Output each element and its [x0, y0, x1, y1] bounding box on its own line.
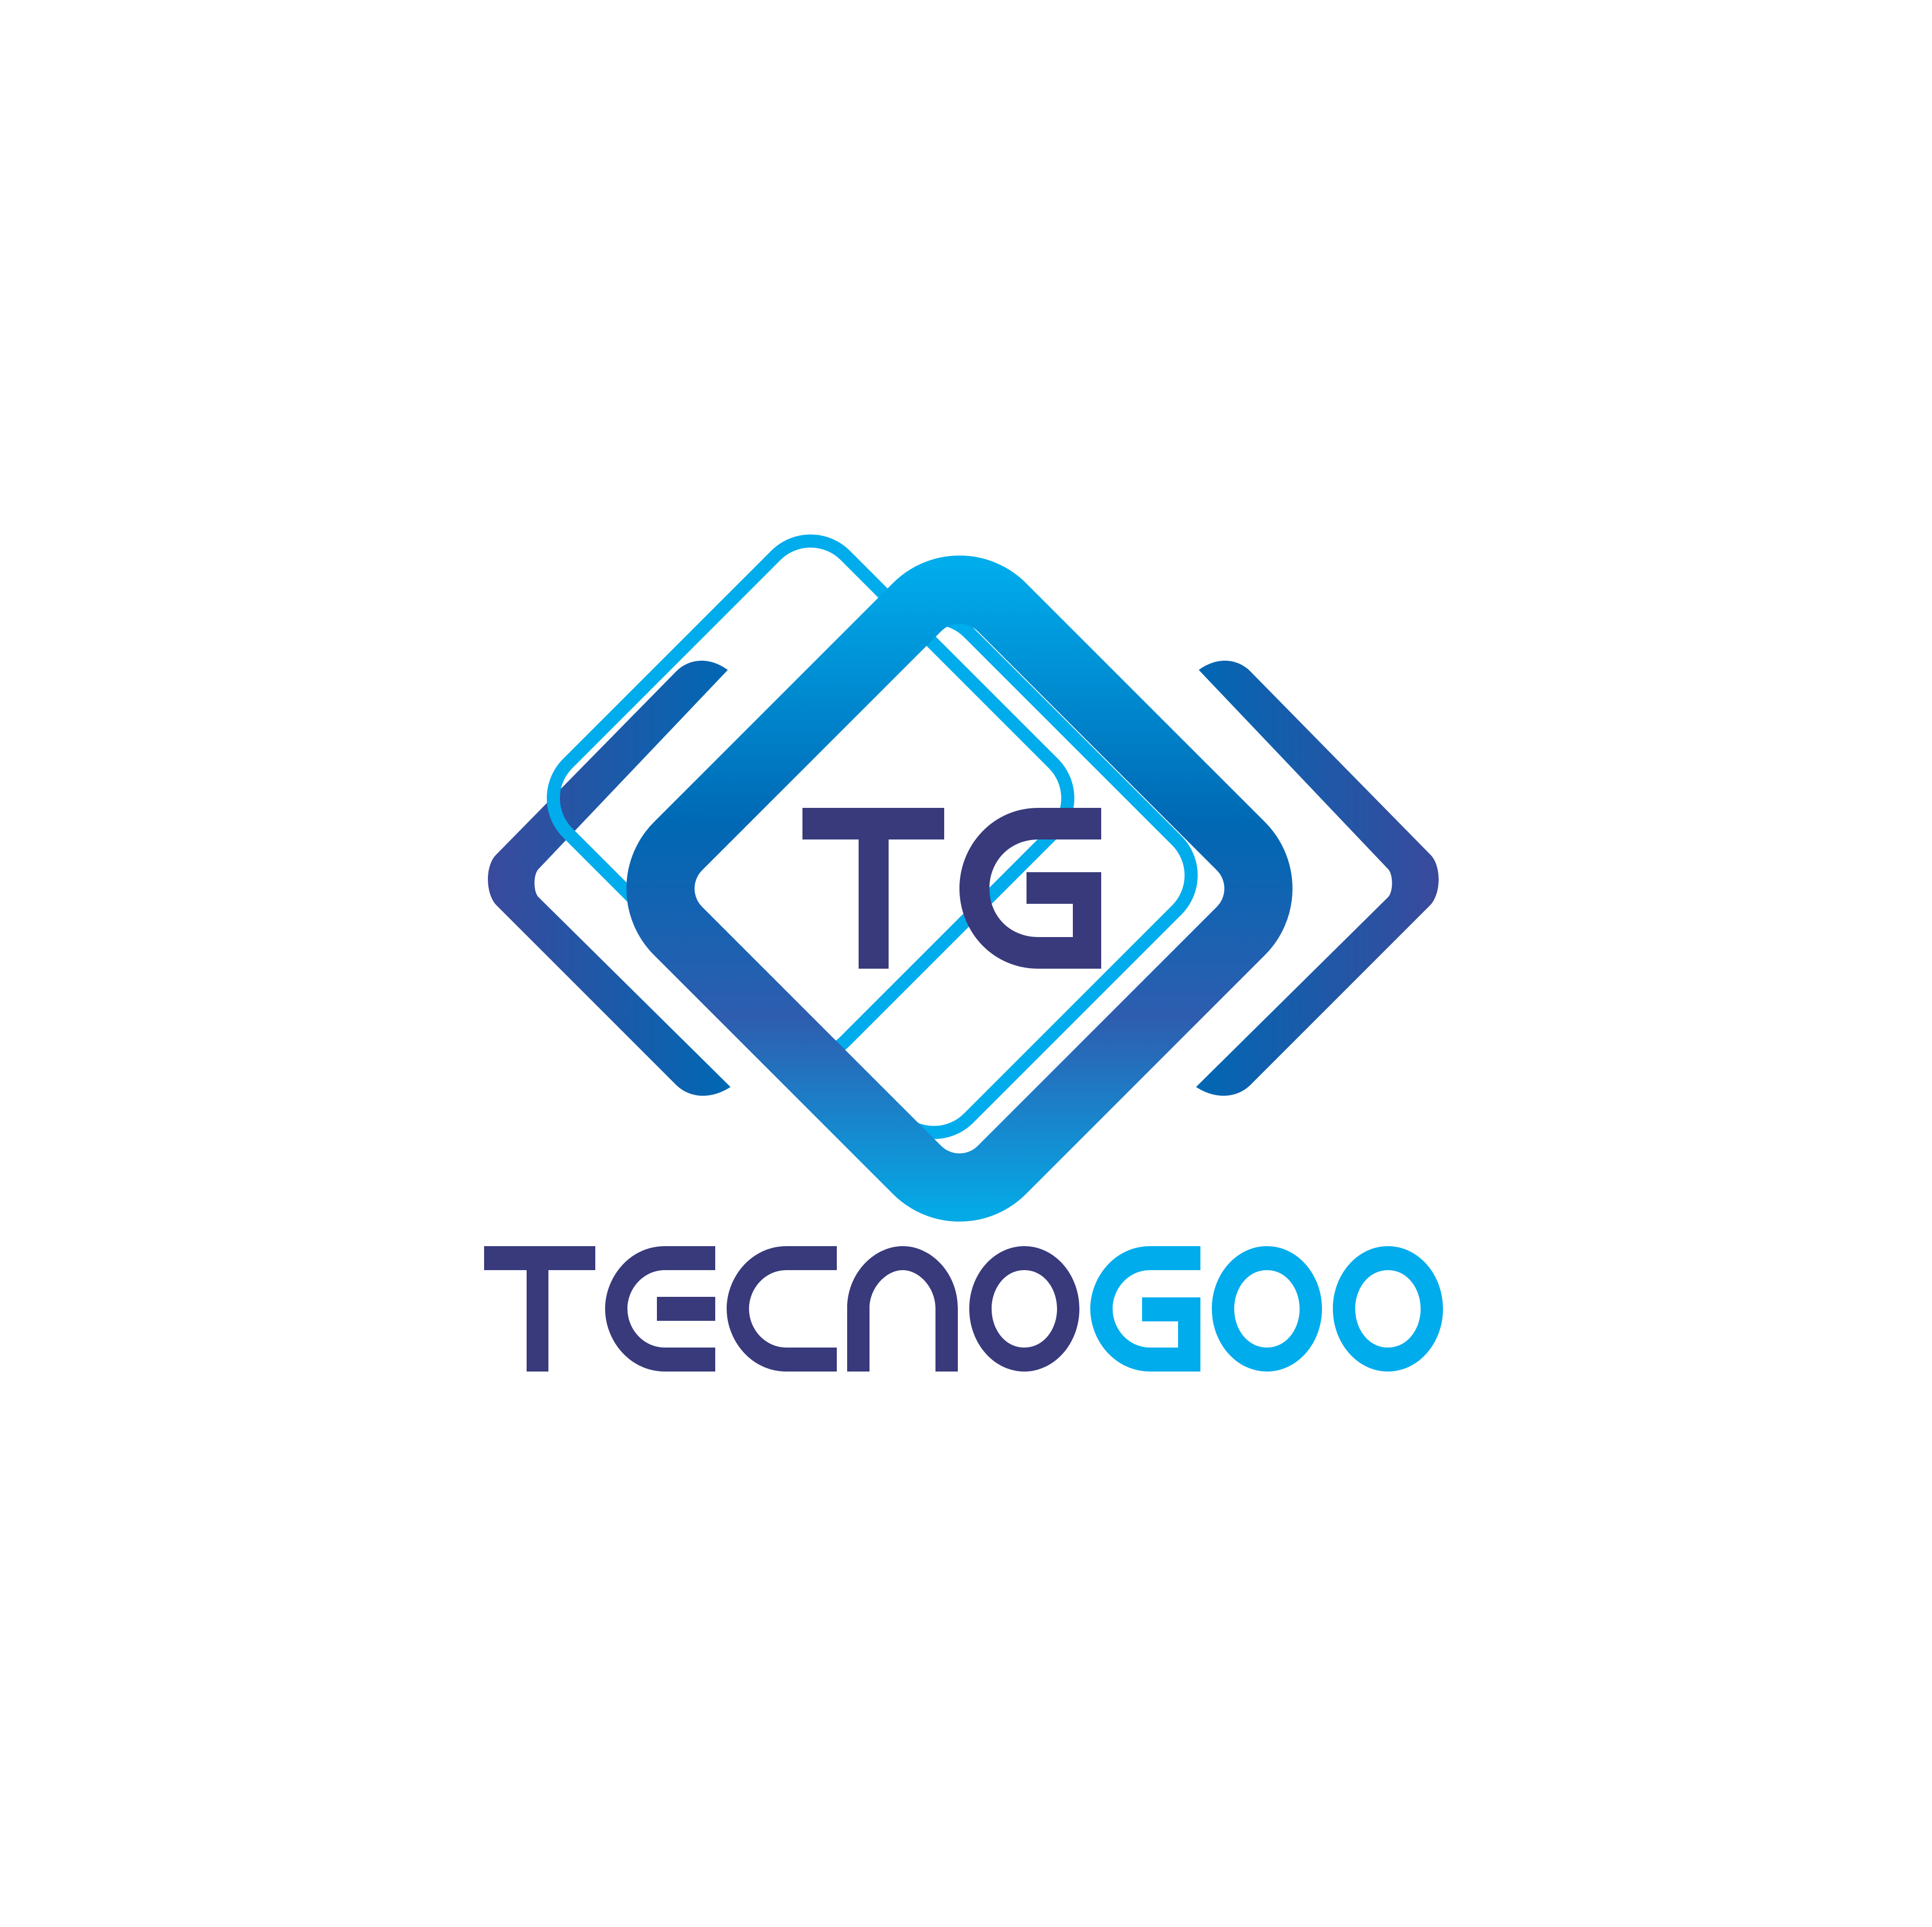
- monogram-g: [959, 808, 1101, 969]
- wordmark: [484, 1246, 1443, 1372]
- wordmark-letter-t: [484, 1246, 595, 1372]
- wordmark-letter-c: [727, 1246, 837, 1372]
- right-chevron-shape: [1196, 660, 1439, 1096]
- monogram: [802, 808, 1101, 969]
- wordmark-letter-n: [847, 1246, 958, 1372]
- monogram-t-stem: [859, 808, 889, 969]
- wordmark-letter-o3: [1333, 1246, 1443, 1372]
- left-chevron-shape: [488, 660, 730, 1096]
- wordmark-letter-o2: [1212, 1246, 1322, 1372]
- wordmark-letter-g: [1090, 1246, 1200, 1372]
- wordmark-letter-o1: [969, 1246, 1079, 1372]
- central-diamond-frame: [626, 555, 1293, 1222]
- wordmark-letter-e: [605, 1246, 715, 1372]
